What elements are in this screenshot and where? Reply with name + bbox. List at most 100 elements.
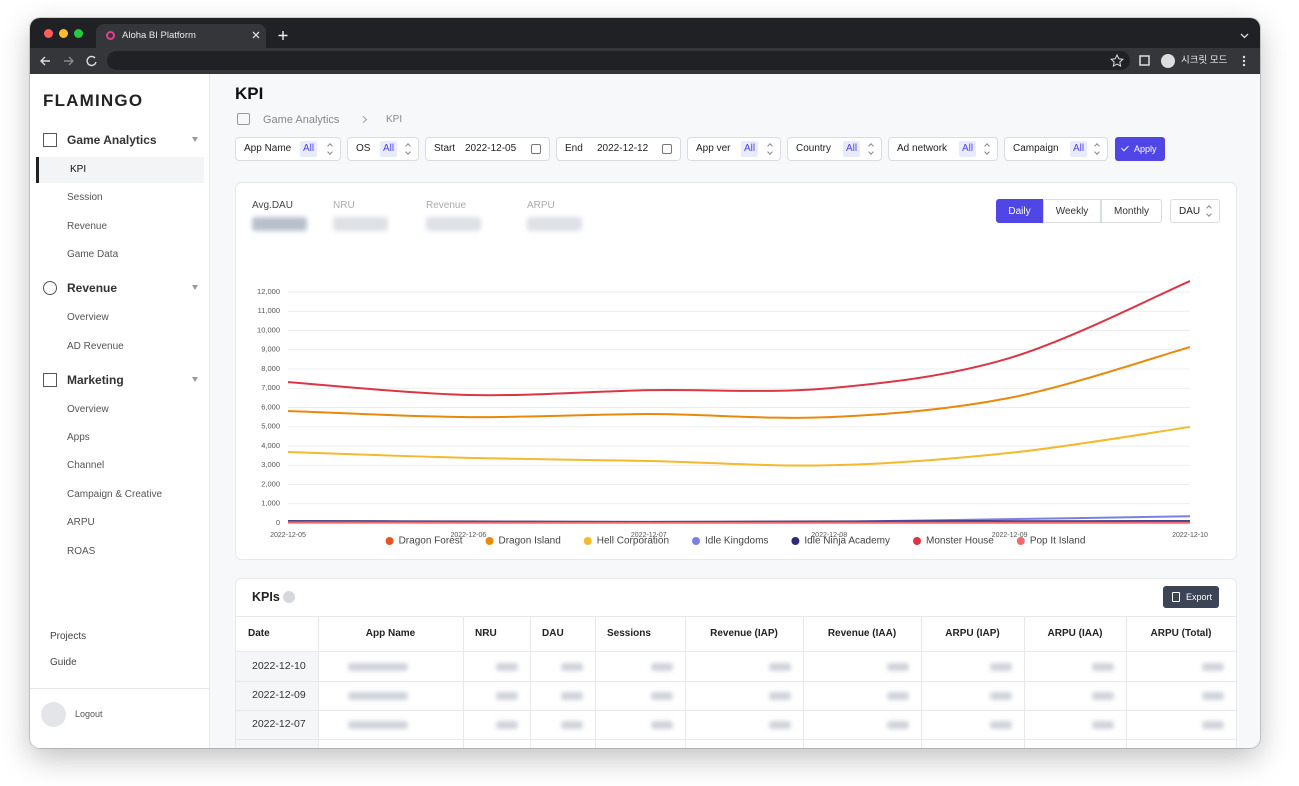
- cell-blurred: [496, 721, 518, 729]
- logo: FLAMINGO: [43, 91, 144, 110]
- profile-label[interactable]: 시크릿 모드: [1181, 55, 1228, 66]
- sidebar: [30, 74, 210, 748]
- menu-item[interactable]: Overview: [67, 403, 109, 415]
- column-border: [685, 616, 686, 748]
- metric-select[interactable]: DAU: [1170, 199, 1220, 223]
- x-tick-label: 2022-12-08: [811, 532, 847, 539]
- menu-item[interactable]: Game Data: [67, 249, 119, 261]
- max-dot[interactable]: [74, 29, 83, 38]
- menu-item[interactable]: Overview: [67, 312, 109, 324]
- filter-value: All: [300, 141, 318, 157]
- column-border: [318, 616, 319, 748]
- metric-value-blurred: [426, 217, 481, 231]
- row-border: [236, 739, 1236, 740]
- column-header: ARPU (IAA): [1047, 628, 1103, 639]
- cell-date: 2022-12-07: [252, 718, 306, 730]
- sidepanel[interactable]: [1139, 55, 1150, 66]
- filter-date: 2022-12-12: [597, 143, 649, 154]
- filter[interactable]: End 2022-12-12: [556, 137, 681, 161]
- star[interactable]: [1110, 53, 1124, 68]
- period-button[interactable]: Daily: [996, 199, 1043, 223]
- row-border: [236, 681, 1236, 682]
- avatar: [41, 702, 66, 727]
- cell-blurred: [769, 721, 791, 729]
- browser-window: Aloha BI Platform 시크릿 모드 FLAMINGO Game A…: [30, 18, 1260, 748]
- address-bar[interactable]: [107, 51, 1130, 70]
- column-header: ARPU (Total): [1150, 628, 1212, 639]
- tab-close[interactable]: [252, 31, 260, 39]
- column-border: [1126, 616, 1127, 748]
- menu-item[interactable]: AD Revenue: [67, 340, 124, 352]
- logout[interactable]: Logout: [75, 709, 103, 719]
- metric-select-label: DAU: [1179, 206, 1201, 217]
- table-title: KPIs: [252, 590, 280, 604]
- filter-date: 2022-12-05: [465, 143, 517, 154]
- column-border: [463, 616, 464, 748]
- filter[interactable]: Ad network All: [888, 137, 998, 161]
- column-border: [803, 616, 804, 748]
- filter[interactable]: OS All: [347, 137, 419, 161]
- cell-blurred: [561, 663, 583, 671]
- filter[interactable]: Country All: [787, 137, 882, 161]
- section-title[interactable]: Revenue: [67, 281, 118, 296]
- metric-label[interactable]: Revenue: [426, 200, 467, 211]
- back[interactable]: [40, 56, 50, 66]
- period-button[interactable]: Monthly: [1101, 199, 1162, 223]
- menu-item[interactable]: ARPU: [67, 517, 95, 529]
- filter-value: All: [741, 141, 759, 157]
- section-icon: [43, 133, 57, 147]
- menu-item[interactable]: Campaign & Creative: [67, 488, 163, 500]
- metric-label[interactable]: Avg.DAU: [252, 200, 293, 211]
- legend-swatch: [485, 537, 494, 545]
- tab-title: Aloha BI Platform: [122, 30, 196, 41]
- metric-label[interactable]: ARPU: [527, 200, 555, 211]
- column-header: App Name: [365, 628, 416, 639]
- menu-item[interactable]: KPI: [70, 164, 87, 175]
- column-header: NRU: [475, 628, 497, 639]
- cell-blurred: [1092, 692, 1114, 700]
- filter[interactable]: App ver All: [687, 137, 781, 161]
- filter-value: All: [959, 141, 977, 157]
- cell-blurred: [348, 663, 408, 671]
- column-header: Sessions: [607, 628, 651, 639]
- footer-link[interactable]: Projects: [50, 631, 87, 642]
- filter[interactable]: Start 2022-12-05: [425, 137, 550, 161]
- forward[interactable]: [64, 56, 74, 66]
- menu-item[interactable]: ROAS: [67, 545, 96, 557]
- x-tick-label: 2022-12-05: [270, 532, 306, 539]
- menu-item[interactable]: Revenue: [67, 220, 108, 232]
- menu-item[interactable]: Channel: [67, 460, 105, 472]
- filter-value: All: [380, 141, 398, 157]
- close-dot[interactable]: [44, 29, 53, 38]
- filter[interactable]: App Name All: [235, 137, 341, 161]
- min-dot[interactable]: [59, 29, 68, 38]
- apply-button[interactable]: Apply: [1115, 137, 1165, 161]
- cell-blurred: [561, 721, 583, 729]
- filter-label: Country: [796, 143, 832, 154]
- section-toggle[interactable]: [192, 285, 198, 291]
- filter[interactable]: Campaign All: [1004, 137, 1108, 161]
- section-title[interactable]: Game Analytics: [67, 133, 157, 147]
- legend-swatch: [1016, 537, 1025, 545]
- column-header: DAU: [542, 628, 564, 639]
- menu-item[interactable]: Session: [67, 192, 103, 204]
- export-button[interactable]: Export: [1163, 586, 1219, 608]
- period-button[interactable]: Weekly: [1043, 199, 1101, 223]
- tab[interactable]: [96, 24, 266, 48]
- column-border: [530, 616, 531, 748]
- footer-link[interactable]: Guide: [50, 657, 77, 668]
- breadcrumb[interactable]: Game Analytics: [263, 114, 340, 126]
- x-tick-label: 2022-12-07: [631, 532, 667, 539]
- menu-item[interactable]: Apps: [67, 432, 90, 443]
- section-toggle[interactable]: [192, 137, 198, 142]
- reload[interactable]: [86, 55, 97, 67]
- dropdown[interactable]: [1240, 33, 1249, 39]
- y-tick-label: 7,000: [261, 383, 280, 392]
- profile-icon[interactable]: [1161, 54, 1175, 68]
- breadcrumb-sep: [359, 115, 368, 124]
- section-toggle[interactable]: [192, 376, 198, 382]
- metric-label[interactable]: NRU: [333, 200, 355, 211]
- new-tab[interactable]: [278, 31, 288, 40]
- filter-value: All: [1070, 141, 1088, 157]
- section-title[interactable]: Marketing: [67, 372, 124, 387]
